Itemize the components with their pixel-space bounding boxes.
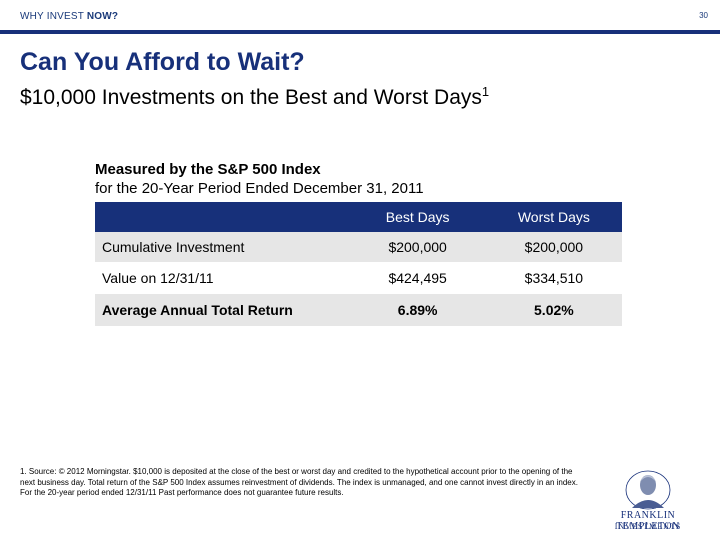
best-days-value: 6.89% (349, 293, 486, 327)
column-header-best-days: Best Days (349, 202, 486, 232)
franklin-portrait-icon (625, 470, 671, 510)
section-label-emphasis: NOW? (86, 11, 119, 22)
row-label: Average Annual Total Return (95, 293, 350, 327)
table-row: Average Annual Total Return 6.89% 5.02% (95, 293, 622, 327)
franklin-templeton-logo: FRANKLIN TEMPLETON INVESTMENTS (588, 470, 708, 532)
table-caption: Measured by the S&P 500 Index for the 20… (95, 160, 424, 198)
table-row: Cumulative Investment $200,000 $200,000 (95, 232, 622, 263)
header-rule (0, 30, 720, 34)
logo-text-secondary: INVESTMENTS (614, 522, 682, 531)
page-number: 30 (699, 11, 708, 20)
header-blank-cell (95, 202, 350, 232)
footnote: 1. Source: © 2012 Morningstar. $10,000 i… (20, 467, 578, 498)
column-header-worst-days: Worst Days (485, 202, 622, 232)
worst-days-value: 5.02% (485, 293, 622, 327)
row-label: Value on 12/31/11 (95, 262, 350, 294)
best-days-value: $424,495 (349, 262, 486, 294)
returns-table: Best Days Worst Days Cumulative Investme… (95, 202, 622, 327)
footnote-mark: 1 (481, 84, 490, 99)
worst-days-value: $334,510 (485, 262, 622, 294)
worst-days-value: $200,000 (485, 232, 622, 263)
subtitle-text: $10,000 Investments on the Best and Wors… (20, 86, 482, 109)
page-subtitle: $10,000 Investments on the Best and Wors… (20, 84, 490, 110)
logo-text-primary: FRANKLIN TEMPLETON (616, 510, 680, 532)
top-bar: WHY INVEST NOW? 30 (0, 0, 720, 30)
section-label-text: WHY INVEST (20, 11, 87, 22)
row-label: Cumulative Investment (95, 232, 350, 263)
caption-line-1: Measured by the S&P 500 Index (95, 161, 321, 178)
page-title: Can You Afford to Wait? (20, 48, 305, 76)
table-header-row: Best Days Worst Days (95, 202, 622, 232)
table-row: Value on 12/31/11 $424,495 $334,510 (95, 262, 622, 294)
section-label: WHY INVEST NOW? (20, 11, 118, 22)
best-days-value: $200,000 (349, 232, 486, 263)
caption-line-2: for the 20-Year Period Ended December 31… (95, 180, 424, 197)
